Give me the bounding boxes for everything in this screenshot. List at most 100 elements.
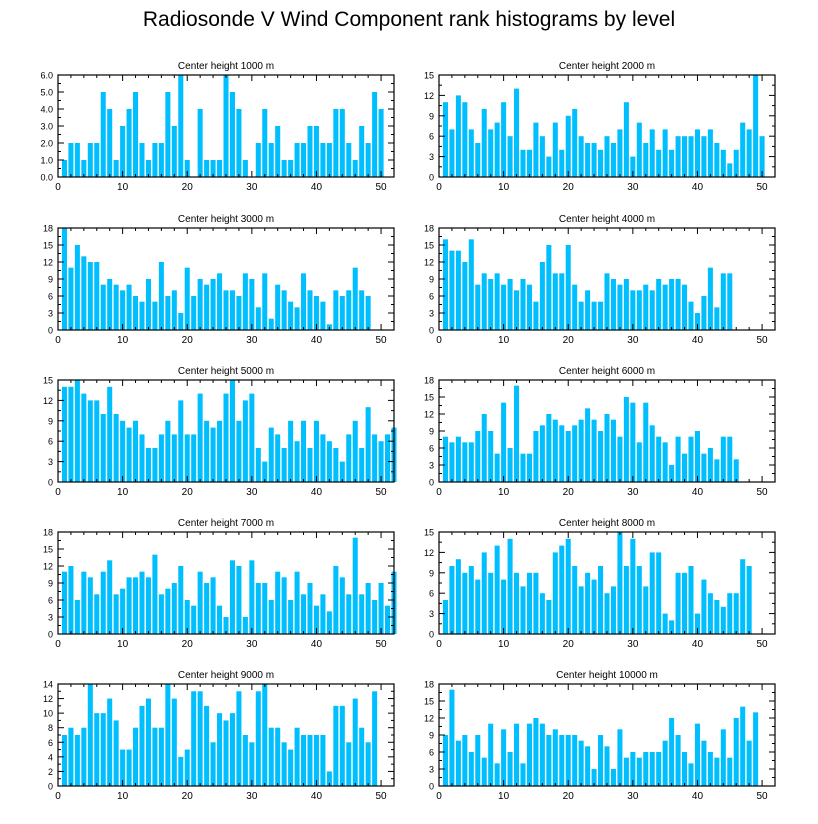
histogram-bar — [546, 735, 552, 786]
x-tick-label: 50 — [757, 487, 769, 498]
y-tick-label: 9 — [429, 111, 434, 121]
histogram-bar — [520, 453, 526, 482]
histogram-bar — [694, 431, 700, 482]
histogram-bar — [714, 307, 720, 330]
histogram-bar — [520, 586, 526, 634]
histogram-bar — [197, 571, 203, 634]
histogram-bar — [656, 436, 662, 482]
histogram-bar — [178, 756, 184, 786]
histogram-bar — [165, 420, 171, 482]
histogram-bar — [455, 250, 461, 330]
histogram-bar — [204, 160, 210, 177]
histogram-bar — [533, 431, 539, 482]
chart-title: Center height 7000 m — [178, 518, 274, 529]
histogram-bar — [578, 586, 584, 634]
histogram-bar — [372, 92, 378, 177]
histogram-bar — [462, 735, 468, 786]
histogram-bar — [598, 301, 604, 330]
histogram-bar — [585, 290, 591, 330]
histogram-bar — [669, 718, 675, 786]
histogram-bar — [326, 771, 332, 786]
histogram-bar — [604, 273, 610, 330]
x-tick-label: 50 — [757, 182, 769, 193]
histogram-bar — [68, 267, 74, 330]
histogram-bar — [294, 441, 300, 482]
y-tick-label: 18 — [424, 680, 434, 690]
histogram-bar — [610, 586, 616, 634]
chart-title: Center height 2000 m — [559, 61, 655, 72]
histogram-bar — [598, 149, 604, 177]
x-tick-label: 0 — [55, 791, 61, 802]
x-tick-label: 10 — [498, 182, 510, 193]
histogram-bar — [662, 284, 668, 330]
histogram-bar — [578, 740, 584, 786]
histogram-bar — [178, 313, 184, 330]
x-tick-label: 0 — [55, 182, 61, 193]
histogram-bar — [565, 431, 571, 482]
histogram-bar — [81, 571, 87, 634]
histogram-bar — [714, 459, 720, 482]
chart-title: Center height 4000 m — [559, 214, 655, 225]
histogram-bar — [501, 729, 507, 786]
histogram-bar — [372, 691, 378, 786]
histogram-bar — [191, 691, 197, 786]
histogram-bar — [294, 307, 300, 330]
histogram-bar — [494, 545, 500, 634]
histogram-bar — [275, 571, 281, 634]
x-tick-label: 50 — [376, 487, 388, 498]
histogram-bar — [378, 583, 384, 634]
histogram-bar — [514, 385, 520, 482]
chart-panel-6: 0 10 20 30 40 50 0 3 6 9 12 15 18 Center height 6000 … — [424, 366, 776, 498]
histogram-bar — [100, 571, 106, 634]
histogram-bar — [746, 129, 752, 177]
histogram-bar — [313, 605, 319, 634]
histogram-bar — [707, 448, 713, 482]
histogram-bar — [87, 684, 93, 786]
histogram-bar — [494, 122, 500, 177]
histogram-bar — [262, 684, 268, 786]
histogram-bar — [197, 691, 203, 786]
histogram-bar — [301, 273, 307, 330]
histogram-bar — [520, 279, 526, 330]
histogram-bar — [74, 245, 80, 330]
y-tick-label: 15 — [43, 241, 53, 251]
histogram-bar — [643, 402, 649, 482]
histogram-bar — [378, 441, 384, 482]
histogram-bar — [720, 436, 726, 482]
y-tick-label: 1.0 — [40, 156, 53, 166]
histogram-bar — [533, 718, 539, 786]
histogram-bar — [501, 102, 507, 177]
histogram-bar — [365, 407, 371, 482]
y-tick-label: 0 — [429, 478, 434, 488]
histogram-bar — [249, 279, 255, 330]
y-tick-label: 12 — [43, 396, 53, 406]
x-tick-label: 30 — [627, 182, 639, 193]
histogram-bar — [365, 296, 371, 330]
x-tick-label: 30 — [246, 791, 258, 802]
histogram-bar — [61, 735, 67, 786]
x-tick-label: 30 — [246, 639, 258, 650]
histogram-bar — [365, 583, 371, 634]
y-tick-label: 9 — [429, 568, 434, 578]
y-tick-label: 6 — [429, 132, 434, 142]
histogram-bar — [682, 136, 688, 177]
histogram-bar — [720, 273, 726, 330]
x-tick-label: 0 — [436, 335, 442, 346]
histogram-bar — [68, 143, 74, 177]
histogram-bar — [675, 136, 681, 177]
histogram-bar — [152, 554, 158, 634]
histogram-bar — [210, 742, 216, 786]
y-tick-label: 9 — [48, 275, 53, 285]
histogram-bar — [326, 611, 332, 634]
histogram-bar — [171, 126, 177, 177]
chart-panel-5: 0 10 20 30 40 50 0 3 6 9 12 15 Center height 5000 m — [43, 366, 397, 498]
y-tick-label: 10 — [43, 709, 53, 719]
histogram-bar — [656, 279, 662, 330]
histogram-bar — [591, 579, 597, 634]
histogram-bar — [113, 160, 119, 177]
histogram-bar — [630, 752, 636, 786]
histogram-bar — [688, 763, 694, 786]
histogram-bar — [585, 572, 591, 634]
histogram-bar — [145, 448, 151, 482]
chart-title: Center height 5000 m — [178, 366, 274, 377]
